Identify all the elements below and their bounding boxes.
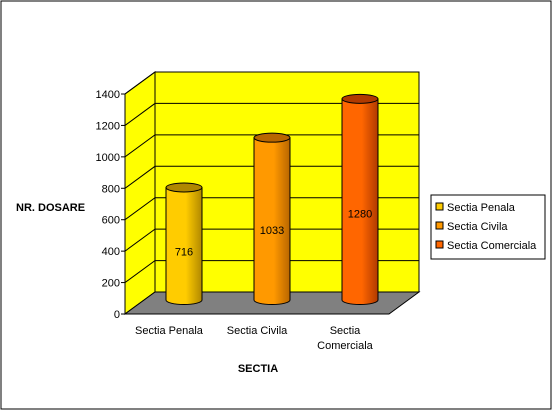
y-tick-label: 400 [102, 246, 120, 258]
bar-top [341, 93, 379, 104]
gridline [124, 165, 419, 189]
bar-body [165, 186, 203, 305]
legend-label: Sectia Penala [447, 202, 516, 214]
data-label: 1033 [260, 225, 284, 237]
bar [341, 93, 379, 305]
chart-gridlines [124, 71, 419, 283]
legend-swatch [435, 221, 444, 230]
y-tick-label: 0 [114, 309, 120, 321]
x-tick-label: Sectia Penala [135, 325, 204, 337]
bar [253, 132, 291, 305]
y-tick-label: 1200 [96, 120, 120, 132]
gridline [124, 197, 419, 221]
y-tick-label: 600 [102, 215, 120, 227]
legend-box [430, 194, 546, 260]
chart-bars [165, 93, 379, 305]
y-tick-label: 1000 [96, 152, 120, 164]
y-tick-label: 1400 [96, 89, 120, 101]
gridline [124, 260, 419, 283]
gridline [124, 228, 419, 252]
x-tick-label: Sectia Civila [227, 325, 288, 337]
legend-swatch [435, 240, 444, 249]
gridline [124, 71, 419, 95]
data-label: 1280 [348, 209, 372, 221]
x-tick-label: Comerciala [317, 340, 374, 352]
bar-top [165, 182, 203, 193]
bar-top [253, 132, 291, 143]
side-wall [124, 71, 156, 315]
x-axis-ticks: Sectia Penala Sectia Civila Sectia Comercia… [135, 325, 374, 352]
legend: Sectia Penala Sectia Civila Sectia Comerci… [430, 194, 546, 260]
bar-body [253, 137, 291, 305]
legend-swatch [435, 202, 444, 211]
y-axis-ticks: 0 200 400 600 800 1000 1200 1400 [96, 89, 125, 321]
y-tick-label: 800 [102, 183, 120, 195]
y-axis-title: NR. DOSARE [16, 202, 85, 214]
x-axis-title: SECTIA [238, 363, 278, 375]
data-label: 716 [175, 247, 193, 259]
bar [165, 182, 203, 305]
gridline [124, 102, 419, 126]
bar-body [341, 98, 379, 305]
y-tick-label: 200 [102, 278, 120, 290]
legend-label: Sectia Civila [447, 221, 508, 233]
gridline [124, 134, 419, 158]
x-tick-label: Sectia [330, 325, 361, 337]
data-labels: 716 1033 1280 [175, 209, 372, 259]
legend-label: Sectia Comerciala [447, 240, 537, 252]
